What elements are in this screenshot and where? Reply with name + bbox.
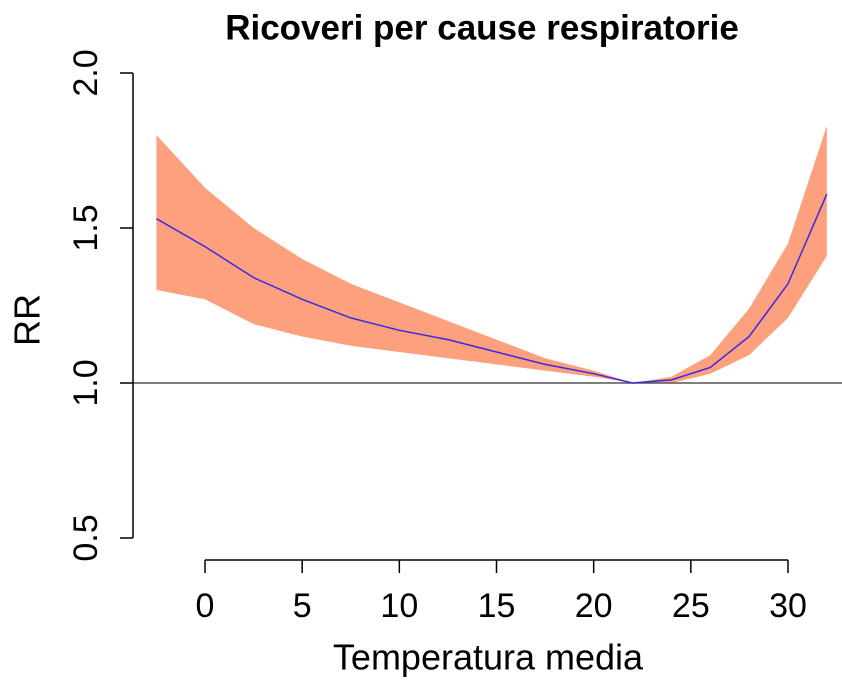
confidence-band [156,125,827,383]
x-tick-label: 15 [478,587,516,625]
x-tick-label: 0 [196,587,215,625]
y-axis-label: RR [7,294,48,346]
y-tick-label: 1.5 [67,204,105,251]
x-tick-label: 30 [769,587,807,625]
rr-line [156,193,828,384]
x-tick-label: 20 [575,587,613,625]
x-tick-label: 5 [293,587,312,625]
y-tick-label: 1.0 [67,359,105,406]
y-tick-label: 2.0 [67,49,105,96]
x-tick-label: 25 [672,587,710,625]
y-tick-label: 0.5 [67,514,105,561]
chart-title: Ricoveri per cause respiratorie [225,8,739,47]
x-tick-label: 10 [380,587,418,625]
x-axis-label: Temperatura media [333,637,644,678]
